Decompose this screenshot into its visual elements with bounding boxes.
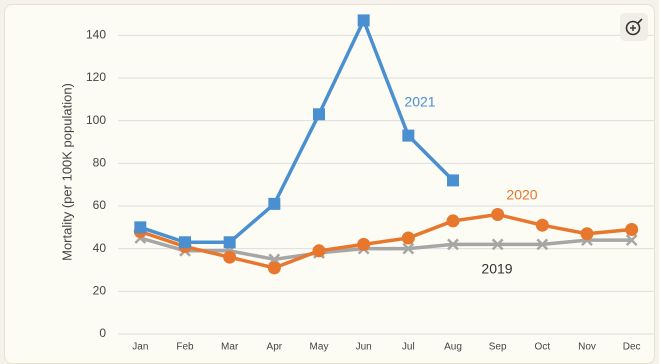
series-label: 2021 — [404, 94, 435, 110]
y-axis-title: Mortality (per 100K population) — [59, 83, 74, 261]
x-tick-label: Sep — [489, 342, 507, 353]
y-tick-label: 140 — [86, 28, 106, 42]
marker — [491, 238, 504, 251]
x-tick-label: Nov — [578, 342, 596, 353]
marker — [357, 14, 370, 27]
marker — [446, 214, 460, 228]
x-tick-label: Jul — [402, 342, 415, 353]
marker — [267, 261, 281, 275]
series-label: 2020 — [506, 187, 537, 203]
marker — [313, 108, 325, 121]
x-tick-label: Jun — [356, 342, 372, 353]
y-tick-label: 40 — [93, 241, 107, 255]
marker — [491, 208, 505, 222]
y-tick-label: 80 — [93, 156, 107, 170]
marker — [625, 222, 639, 236]
x-tick-label: Feb — [176, 342, 194, 353]
marker — [447, 174, 459, 187]
x-tick-label: Aug — [444, 342, 462, 353]
marker — [536, 238, 549, 251]
y-tick-label: 100 — [86, 113, 106, 127]
marker — [268, 197, 281, 210]
marker — [223, 236, 236, 249]
x-tick-label: Jan — [132, 342, 148, 353]
y-tick-label: 0 — [99, 326, 106, 340]
x-tick-label: May — [310, 342, 329, 353]
x-tick-label: Dec — [623, 342, 641, 353]
series-line — [139, 18, 455, 245]
marker — [625, 234, 638, 247]
marker — [580, 227, 594, 241]
marker — [401, 231, 415, 245]
y-tick-label: 120 — [86, 70, 106, 84]
marker — [223, 250, 237, 264]
marker — [402, 129, 415, 142]
chart: Mortality (per 100K population) 0 20 40 60 8… — [59, 14, 654, 353]
marker — [402, 242, 415, 255]
series-line — [139, 212, 632, 270]
zoom-button[interactable] — [620, 13, 648, 41]
x-tick-label: Mar — [221, 342, 239, 353]
marker — [134, 221, 147, 234]
series-label: 2019 — [481, 261, 512, 277]
x-tick-label: Oct — [535, 342, 551, 353]
chart-card — [4, 4, 655, 364]
marker — [535, 218, 549, 232]
series-line — [139, 236, 632, 262]
marker — [312, 244, 326, 258]
marker — [357, 237, 371, 251]
marker — [179, 236, 191, 249]
y-tick-label: 20 — [93, 284, 107, 298]
x-tick-label: Apr — [267, 342, 283, 353]
marker — [447, 238, 459, 251]
page: {"chart_data": {"type": "line", "y_label… — [4, 4, 655, 364]
y-tick-label: 60 — [93, 198, 107, 212]
zoom-icon — [625, 18, 643, 36]
